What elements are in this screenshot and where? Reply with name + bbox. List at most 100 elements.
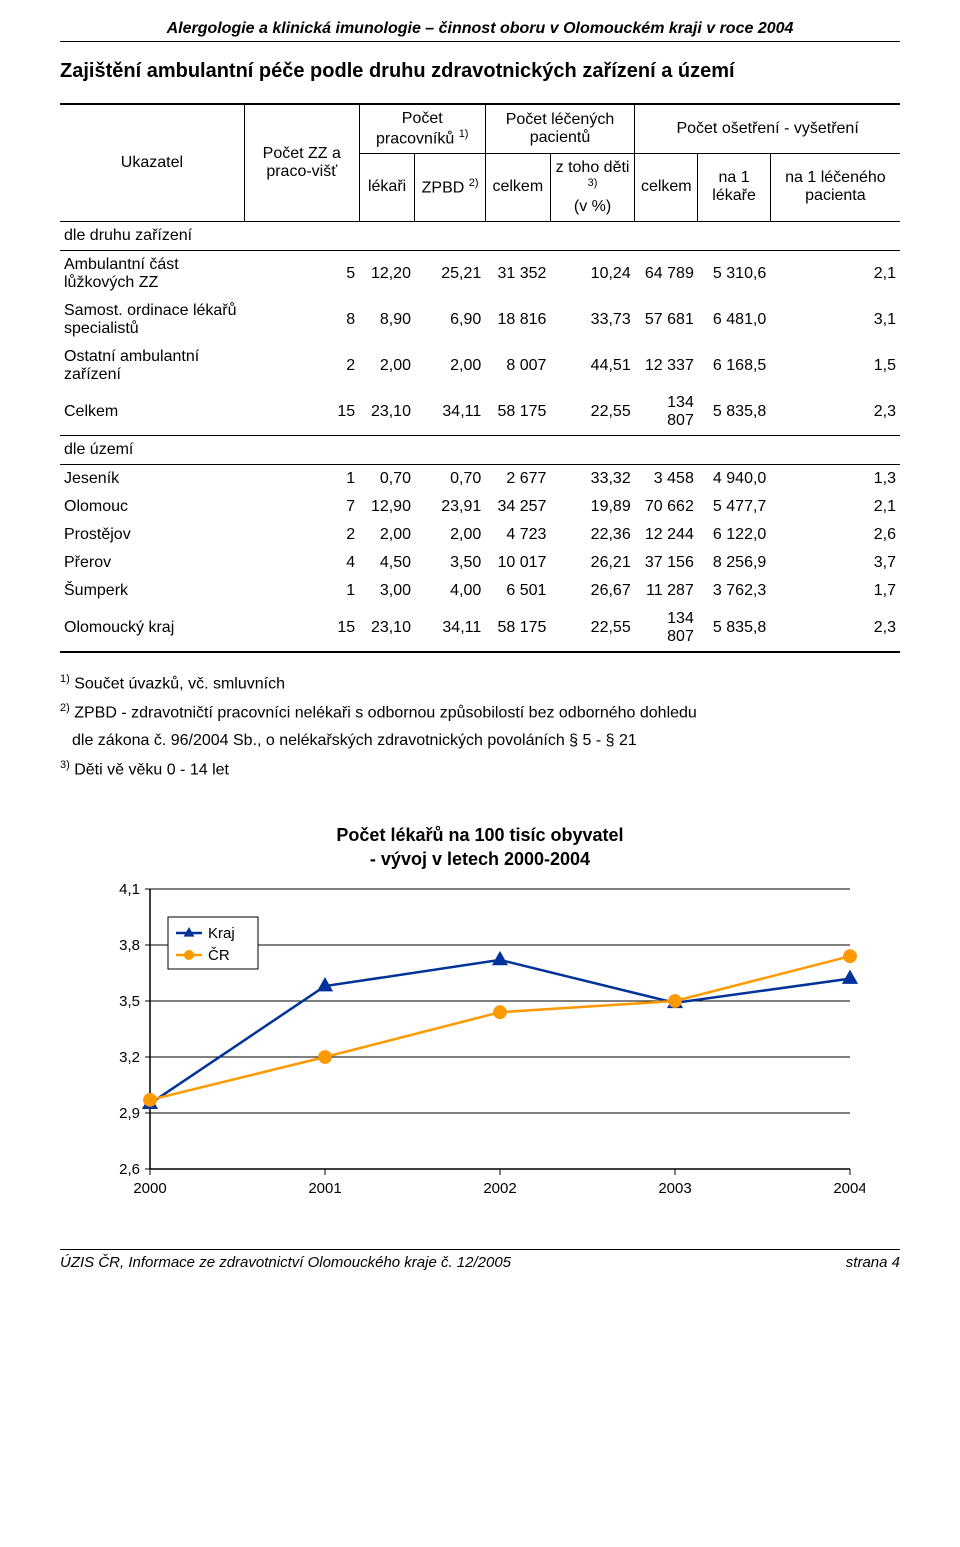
row-cell: 5 310,6 — [698, 250, 770, 297]
row-cell: 23,10 — [359, 389, 415, 436]
svg-text:2001: 2001 — [308, 1180, 341, 1197]
row-cell: 58 175 — [485, 389, 550, 436]
row-cell: 2,3 — [770, 389, 900, 436]
row-label: Ostatní ambulantní zařízení — [60, 343, 244, 389]
footnotes: 1) Součet úvazků, vč. smluvních 2) ZPBD … — [60, 671, 900, 783]
row-cell: 134 807 — [635, 605, 698, 652]
table-row: Olomouc712,9023,9134 25719,8970 6625 477… — [60, 493, 900, 521]
row-cell: 12 244 — [635, 521, 698, 549]
footnote-2b: dle zákona č. 96/2004 Sb., o nelékařskýc… — [60, 729, 900, 753]
line-chart: 2,62,93,23,53,84,120002001200220032004Kr… — [95, 879, 865, 1209]
svg-text:2003: 2003 — [658, 1180, 691, 1197]
row-cell: 6 501 — [485, 577, 550, 605]
row-cell: 4,50 — [359, 549, 415, 577]
row-label: Celkem — [60, 389, 244, 436]
row-cell: 12,90 — [359, 493, 415, 521]
row-label: Olomoucký kraj — [60, 605, 244, 652]
th-ukazatel: Ukazatel — [60, 104, 244, 221]
row-cell: 2,6 — [770, 521, 900, 549]
row-cell: 6 481,0 — [698, 297, 770, 343]
row-cell: 0,70 — [359, 464, 415, 493]
svg-text:2002: 2002 — [483, 1180, 516, 1197]
row-label: Olomouc — [60, 493, 244, 521]
row-cell: 37 156 — [635, 549, 698, 577]
table-row: Ambulantní část lůžkových ZZ512,2025,213… — [60, 250, 900, 297]
row-cell: 23,91 — [415, 493, 485, 521]
th-pocet-zz: Počet ZZ a praco-višť — [244, 104, 359, 221]
svg-text:3,2: 3,2 — [119, 1049, 140, 1066]
data-table: Ukazatel Počet ZZ a praco-višť Počet pra… — [60, 103, 900, 653]
row-cell: 23,10 — [359, 605, 415, 652]
row-cell: 11 287 — [635, 577, 698, 605]
svg-text:2,9: 2,9 — [119, 1105, 140, 1122]
row-cell: 10 017 — [485, 549, 550, 577]
row-cell: 5 835,8 — [698, 389, 770, 436]
row-cell: 31 352 — [485, 250, 550, 297]
row-cell: 6 168,5 — [698, 343, 770, 389]
row-cell: 4,00 — [415, 577, 485, 605]
row-label: Prostějov — [60, 521, 244, 549]
table-body: dle druhu zařízeníAmbulantní část lůžkov… — [60, 221, 900, 652]
row-cell: 10,24 — [550, 250, 634, 297]
row-label: Přerov — [60, 549, 244, 577]
row-cell: 3,7 — [770, 549, 900, 577]
row-cell: 22,55 — [550, 605, 634, 652]
chart-title: Počet lékařů na 100 tisíc obyvatel - výv… — [60, 823, 900, 872]
row-cell: 8 007 — [485, 343, 550, 389]
table-row: Jeseník10,700,702 67733,323 4584 940,01,… — [60, 464, 900, 493]
row-cell: 25,21 — [415, 250, 485, 297]
table-section-label: dle území — [60, 435, 900, 464]
row-cell: 22,36 — [550, 521, 634, 549]
row-cell: 4 723 — [485, 521, 550, 549]
row-cell: 2 — [244, 521, 359, 549]
row-cell: 70 662 — [635, 493, 698, 521]
row-label: Šumperk — [60, 577, 244, 605]
row-cell: 1,7 — [770, 577, 900, 605]
row-cell: 2,1 — [770, 493, 900, 521]
row-cell: 5 835,8 — [698, 605, 770, 652]
row-cell: 3,00 — [359, 577, 415, 605]
row-cell: 1 — [244, 577, 359, 605]
th-na1pac: na 1 léčeného pacienta — [770, 154, 900, 221]
table-row: Ostatní ambulantní zařízení22,002,008 00… — [60, 343, 900, 389]
row-label: Jeseník — [60, 464, 244, 493]
row-cell: 26,21 — [550, 549, 634, 577]
row-cell: 58 175 — [485, 605, 550, 652]
row-cell: 0,70 — [415, 464, 485, 493]
table-section-label: dle druhu zařízení — [60, 221, 900, 250]
th-lekari: lékaři — [359, 154, 415, 221]
row-cell: 33,32 — [550, 464, 634, 493]
row-cell: 5 477,7 — [698, 493, 770, 521]
row-cell: 33,73 — [550, 297, 634, 343]
table-row: Šumperk13,004,006 50126,6711 2873 762,31… — [60, 577, 900, 605]
row-cell: 2 677 — [485, 464, 550, 493]
th-pocet-lec: Počet léčených pacientů — [485, 104, 634, 154]
row-cell: 3,1 — [770, 297, 900, 343]
row-cell: 1 — [244, 464, 359, 493]
svg-text:3,8: 3,8 — [119, 937, 140, 954]
row-cell: 19,89 — [550, 493, 634, 521]
chart-svg-wrap: 2,62,93,23,53,84,120002001200220032004Kr… — [60, 879, 900, 1209]
table-row: Přerov44,503,5010 01726,2137 1568 256,93… — [60, 549, 900, 577]
row-cell: 18 816 — [485, 297, 550, 343]
row-cell: 34 257 — [485, 493, 550, 521]
row-cell: 4 940,0 — [698, 464, 770, 493]
row-cell: 15 — [244, 605, 359, 652]
row-cell: 34,11 — [415, 389, 485, 436]
svg-text:3,5: 3,5 — [119, 993, 140, 1010]
footnote-2a: 2) ZPBD - zdravotničtí pracovníci neléka… — [60, 700, 900, 725]
row-cell: 22,55 — [550, 389, 634, 436]
row-cell: 4 — [244, 549, 359, 577]
footnote-1: 1) Součet úvazků, vč. smluvních — [60, 671, 900, 696]
table-section-row: dle území — [60, 435, 900, 464]
row-cell: 1,3 — [770, 464, 900, 493]
row-cell: 134 807 — [635, 389, 698, 436]
footer-left: ÚZIS ČR, Informace ze zdravotnictví Olom… — [60, 1254, 511, 1271]
row-cell: 2,00 — [415, 343, 485, 389]
th-ztoho: z toho děti 3)(v %) — [550, 154, 634, 221]
table-row: Olomoucký kraj1523,1034,1158 17522,55134… — [60, 605, 900, 652]
chart-area: Počet lékařů na 100 tisíc obyvatel - výv… — [60, 823, 900, 1210]
row-cell: 26,67 — [550, 577, 634, 605]
row-cell: 12,20 — [359, 250, 415, 297]
row-cell: 5 — [244, 250, 359, 297]
